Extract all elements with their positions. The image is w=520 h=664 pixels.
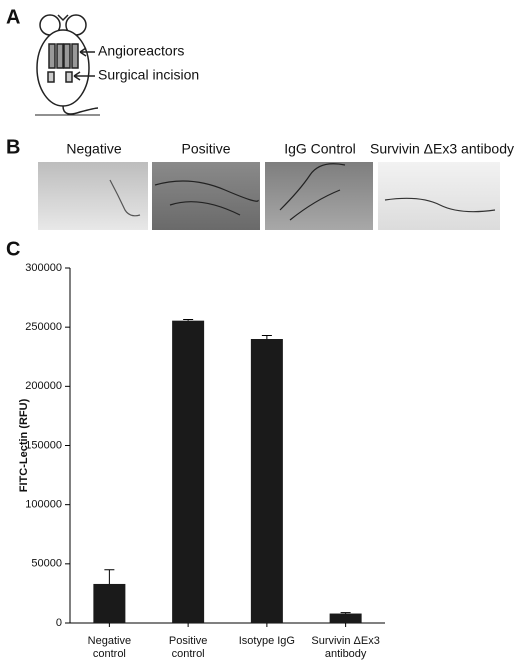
panel-label: B bbox=[6, 136, 20, 158]
micrographs bbox=[38, 162, 500, 230]
error-bar bbox=[104, 569, 115, 584]
error-bar bbox=[261, 334, 272, 339]
x-tick-label: Positive control bbox=[169, 635, 208, 660]
y-tick-label: 50000 bbox=[31, 558, 62, 570]
panel-label: A bbox=[6, 6, 20, 28]
bar bbox=[329, 613, 362, 623]
bar bbox=[250, 339, 283, 623]
x-tick-label: Negative control bbox=[88, 635, 131, 660]
y-tick-label: 200000 bbox=[25, 380, 62, 392]
error-bar bbox=[340, 612, 351, 614]
y-axis-label: FITC-Lectin (RFU) bbox=[18, 398, 30, 492]
mouse-diagram bbox=[35, 14, 100, 116]
annotation: Surgical incision bbox=[98, 67, 199, 83]
x-tick-label: Survivin ΔEx3 antibody bbox=[311, 635, 379, 660]
bar-chart: FITC-Lectin (RFU) 0 50000 100000 150000 20000… bbox=[18, 262, 385, 660]
annotation: Angioreactors bbox=[98, 43, 184, 59]
y-tick-label: 0 bbox=[56, 617, 62, 629]
y-tick-label: 150000 bbox=[25, 439, 62, 451]
image-label: Positive bbox=[181, 141, 230, 157]
bar bbox=[172, 320, 205, 623]
image-label: IgG Control bbox=[284, 141, 356, 157]
y-tick-label: 300000 bbox=[25, 262, 62, 274]
x-tick-label: Isotype IgG bbox=[239, 635, 295, 647]
image-label: Survivin ΔEx3 antibody bbox=[370, 141, 514, 157]
y-tick-label: 100000 bbox=[25, 499, 62, 511]
y-tick-label: 250000 bbox=[25, 321, 62, 333]
bar bbox=[93, 583, 126, 623]
panel-label: C bbox=[6, 238, 20, 260]
error-bar bbox=[183, 318, 194, 321]
image-label: Negative bbox=[66, 141, 121, 157]
